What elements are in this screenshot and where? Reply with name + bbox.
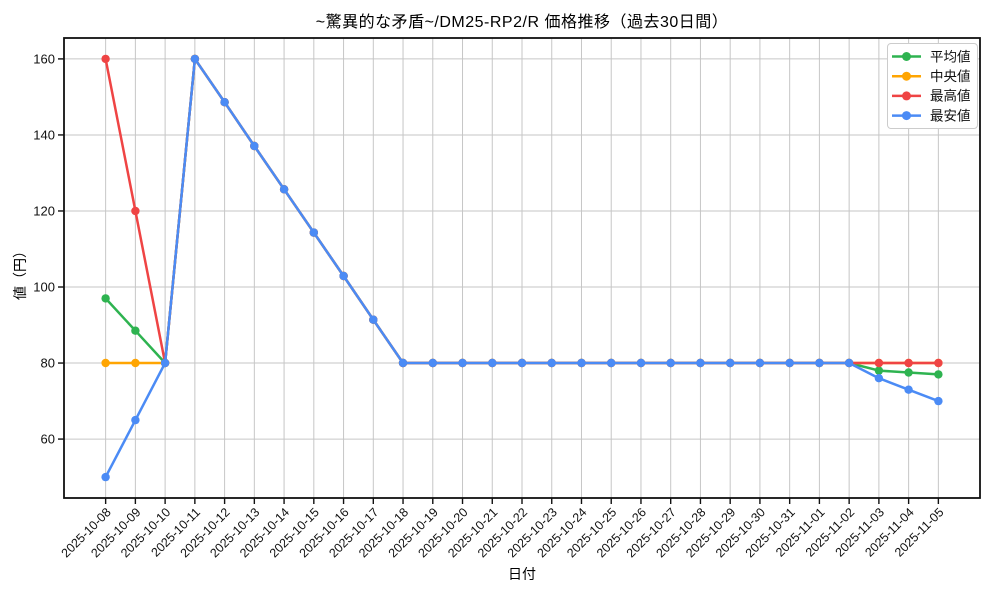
data-point-min [577,358,586,368]
data-point-min [874,374,884,383]
data-point-min [726,358,735,368]
legend-label: 中央値 [930,69,971,84]
legend-marker-dot [902,111,911,121]
data-point-min [309,228,318,237]
legend-label: 最安値 [930,108,971,123]
data-point-average [874,366,884,375]
x-axis-label: 日付 [508,566,536,582]
data-point-min [369,315,378,324]
data-point-min [517,358,527,368]
data-point-min [488,358,497,368]
data-point-max [904,358,913,368]
y-tick-label: 100 [33,280,55,295]
data-point-min [785,358,794,368]
data-point-min [220,98,229,107]
data-point-min [607,358,616,368]
data-point-max [131,206,140,216]
data-point-min [844,358,854,368]
data-point-min [666,358,675,368]
data-point-min [815,358,824,368]
data-point-average [904,368,913,377]
y-tick-label: 160 [33,51,55,66]
plot-border [63,37,981,499]
legend-label: 最高値 [930,88,971,104]
data-point-median [131,358,140,368]
y-tick-label: 140 [33,127,55,142]
y-tick-label: 80 [41,356,55,371]
y-tick-label: 120 [33,203,55,218]
data-point-min [250,141,259,151]
data-point-min [160,358,170,368]
y-tick-label: 60 [41,432,55,447]
data-point-min [339,271,348,281]
data-point-min [934,396,943,406]
legend-marker-dot [902,52,911,61]
data-point-min [101,472,110,482]
data-point-min [547,358,556,368]
data-point-min [696,358,705,368]
data-point-min [279,185,289,194]
data-point-min [458,358,467,368]
data-point-min [190,54,200,64]
data-point-median [101,358,110,368]
data-point-max [101,54,110,64]
legend-frame [887,43,978,129]
data-point-min [755,358,765,368]
legend-label: 平均値 [930,49,971,64]
data-point-min [398,358,408,368]
data-point-min [428,358,437,368]
data-point-max [874,358,884,368]
chart-title: ~驚異的な矛盾~/DM25-RP2/R 価格推移（過去30日間） [315,14,729,31]
legend-marker-dot [902,91,911,101]
data-point-average [131,326,140,335]
data-point-min [904,385,913,394]
data-point-min [636,358,646,368]
data-point-average [101,294,110,303]
data-point-min [131,415,140,425]
legend-marker-dot [902,71,911,81]
data-point-max [934,358,943,368]
data-point-average [934,370,943,379]
